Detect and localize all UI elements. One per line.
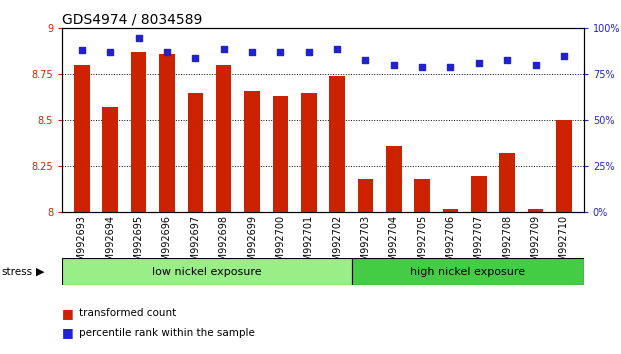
Bar bbox=[329, 76, 345, 212]
Point bbox=[389, 62, 399, 68]
Point bbox=[559, 53, 569, 59]
Bar bbox=[528, 209, 543, 212]
Bar bbox=[499, 154, 515, 212]
Bar bbox=[188, 93, 203, 212]
Bar bbox=[556, 120, 572, 212]
Text: low nickel exposure: low nickel exposure bbox=[152, 267, 262, 277]
Bar bbox=[414, 179, 430, 212]
Point bbox=[191, 55, 201, 61]
Bar bbox=[159, 54, 175, 212]
Point bbox=[162, 50, 172, 55]
Point bbox=[332, 46, 342, 51]
Point bbox=[106, 50, 116, 55]
Point bbox=[360, 57, 370, 62]
Point bbox=[474, 61, 484, 66]
Text: transformed count: transformed count bbox=[79, 308, 177, 318]
Point bbox=[134, 35, 143, 40]
Bar bbox=[386, 146, 402, 212]
Point bbox=[502, 57, 512, 62]
Bar bbox=[62, 258, 352, 285]
Bar bbox=[352, 258, 584, 285]
Text: GDS4974 / 8034589: GDS4974 / 8034589 bbox=[62, 12, 202, 27]
Text: high nickel exposure: high nickel exposure bbox=[410, 267, 525, 277]
Bar bbox=[358, 179, 373, 212]
Bar bbox=[131, 52, 147, 212]
Bar bbox=[102, 108, 118, 212]
Bar bbox=[74, 65, 90, 212]
Point bbox=[304, 50, 314, 55]
Bar bbox=[216, 65, 232, 212]
Point bbox=[445, 64, 455, 70]
Point bbox=[417, 64, 427, 70]
Bar bbox=[471, 176, 487, 212]
Text: ■: ■ bbox=[62, 326, 74, 339]
Point bbox=[276, 50, 286, 55]
Text: stress: stress bbox=[1, 267, 32, 277]
Text: ■: ■ bbox=[62, 307, 74, 320]
Text: percentile rank within the sample: percentile rank within the sample bbox=[79, 328, 255, 338]
Point bbox=[247, 50, 257, 55]
Text: ▶: ▶ bbox=[36, 267, 45, 277]
Point bbox=[77, 47, 87, 53]
Bar bbox=[443, 209, 458, 212]
Point bbox=[530, 62, 540, 68]
Bar bbox=[273, 96, 288, 212]
Point bbox=[219, 46, 229, 51]
Bar bbox=[301, 93, 317, 212]
Bar bbox=[244, 91, 260, 212]
